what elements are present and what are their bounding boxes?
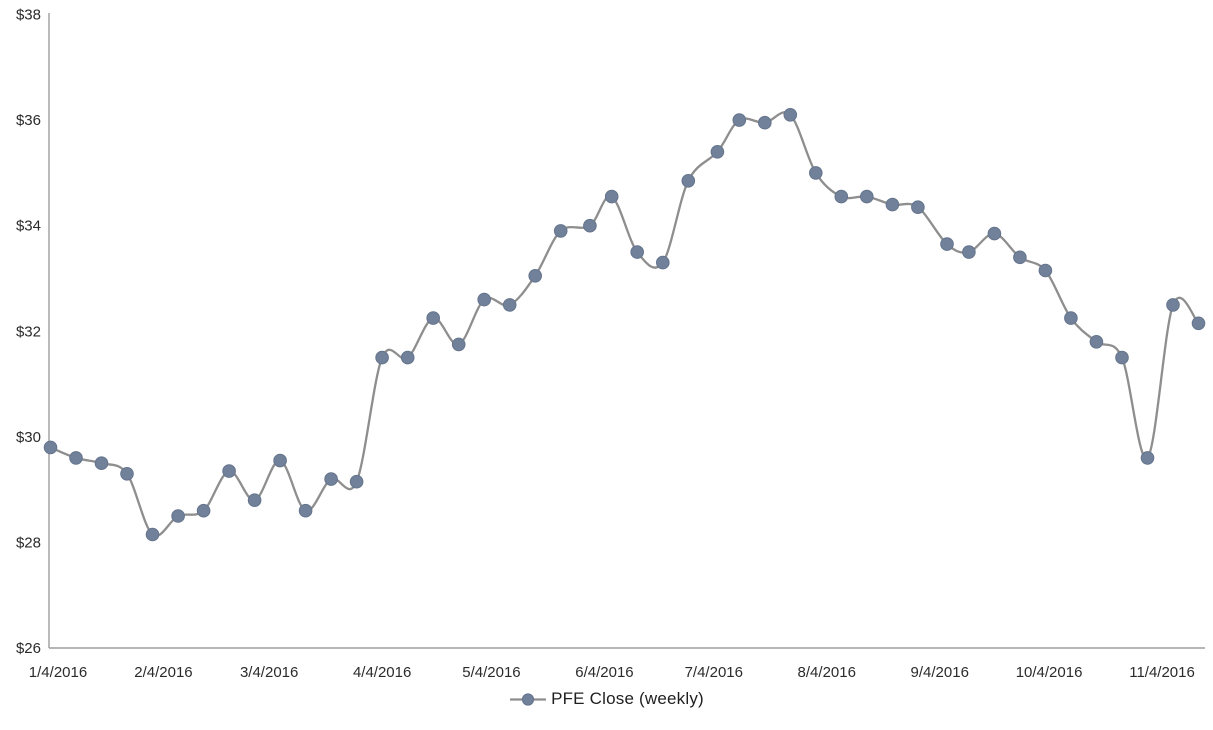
x-axis-tick-label: 8/4/2016 [798, 664, 856, 681]
data-point-marker [583, 218, 597, 233]
data-point-marker [987, 226, 1002, 241]
data-point-marker [298, 503, 313, 518]
data-point-marker [962, 245, 976, 259]
data-point-marker [732, 113, 747, 127]
data-point-marker [94, 456, 109, 471]
data-point-marker [911, 200, 925, 214]
data-point-marker [1166, 298, 1180, 312]
data-point-marker [400, 350, 415, 365]
x-axis-tick-label: 4/4/2016 [353, 664, 411, 681]
legend: PFE Close (weekly) [0, 689, 1213, 709]
data-point-marker [860, 189, 874, 204]
data-point-marker [885, 197, 900, 212]
x-axis-tick-label: 10/4/2016 [1016, 664, 1083, 681]
data-point-marker [426, 311, 441, 325]
y-axis-tick-label: $30 [16, 429, 41, 446]
y-axis-tick-label: $34 [16, 218, 41, 235]
data-point-marker [196, 503, 211, 518]
y-axis-tick-label: $26 [16, 640, 41, 657]
x-axis-tick-label: 2/4/2016 [134, 664, 192, 681]
x-axis-tick-label: 9/4/2016 [911, 664, 969, 681]
data-point-marker [222, 464, 236, 478]
data-point-marker [247, 493, 262, 508]
data-point-marker [758, 115, 772, 130]
data-point-marker [783, 108, 798, 122]
x-axis-tick-label: 7/4/2016 [685, 664, 743, 681]
x-axis-tick-label: 5/4/2016 [462, 664, 520, 681]
data-point-marker [120, 467, 134, 481]
x-axis-tick-label: 6/4/2016 [575, 664, 633, 681]
data-point-marker [553, 224, 568, 238]
legend-line-marker-icon [509, 692, 547, 706]
data-point-marker [834, 189, 849, 204]
data-point-marker [604, 189, 619, 204]
data-point-marker [710, 145, 725, 159]
data-point-marker [1115, 350, 1129, 365]
data-point-marker [681, 174, 696, 188]
data-point-marker [502, 298, 517, 312]
x-axis-tick-label: 1/4/2016 [29, 664, 87, 681]
y-axis-tick-label: $32 [16, 323, 41, 340]
data-point-marker [630, 245, 645, 259]
data-point-marker [1013, 250, 1027, 265]
data-point-marker [528, 269, 543, 283]
data-point-marker [451, 337, 466, 352]
data-point-marker [1140, 451, 1155, 465]
legend-label: PFE Close (weekly) [551, 689, 704, 708]
data-point-marker [43, 440, 58, 455]
data-point-marker [477, 292, 492, 307]
data-point-marker [69, 451, 83, 465]
x-axis-tick-label: 11/4/2016 [1129, 664, 1195, 681]
data-point-marker [940, 237, 954, 251]
data-point-marker [349, 474, 364, 489]
y-axis-tick-label: $36 [16, 112, 41, 129]
data-point-marker [324, 472, 338, 486]
data-point-marker [1089, 335, 1104, 349]
data-point-marker [145, 527, 160, 542]
data-point-marker [375, 350, 389, 365]
data-point-marker [1038, 263, 1053, 278]
pfe-close-line-chart: $38 $36 $34 $32 $30 $28 $26 1/4/2016 2/4/2016 3/4… [16, 7, 1206, 681]
data-point-marker [273, 453, 287, 468]
y-axis-tick-label: $38 [16, 7, 41, 24]
data-point-marker [809, 166, 823, 180]
y-axis-tick-label: $28 [16, 534, 41, 551]
data-point-marker [1191, 316, 1206, 331]
data-point-marker [171, 509, 185, 523]
data-point-marker [656, 255, 670, 270]
x-axis-tick-label: 3/4/2016 [240, 664, 298, 681]
data-point-marker [1064, 311, 1078, 325]
